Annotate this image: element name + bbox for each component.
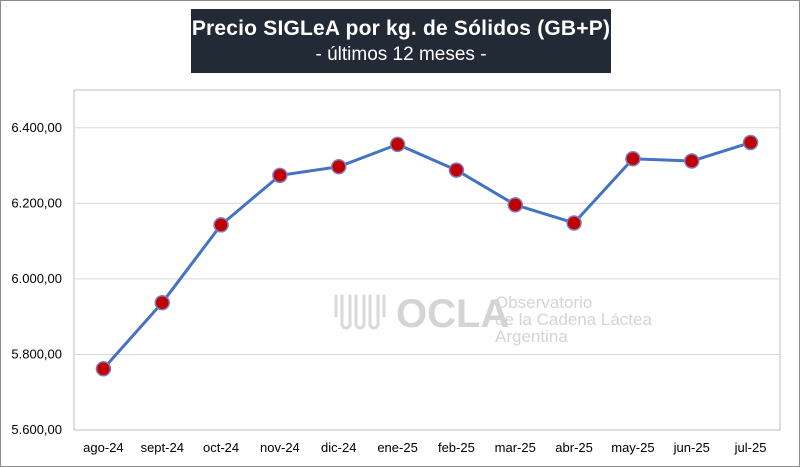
data-point (331, 158, 347, 175)
y-tick-label: 5.600,00 (11, 422, 62, 437)
data-point (742, 134, 759, 151)
watermark-brand: OCLA (396, 292, 509, 336)
y-tick-label: 6.400,00 (11, 120, 62, 135)
x-tick-label: may-25 (611, 440, 654, 455)
data-point (684, 153, 700, 169)
data-point (507, 197, 523, 213)
x-tick-label: jun-25 (673, 440, 710, 455)
data-point (389, 136, 406, 153)
x-tick-label: mar-25 (495, 440, 536, 455)
data-point (625, 151, 641, 167)
x-tick-label: abr-25 (555, 440, 593, 455)
y-axis-ticks: 5.600,00 5.800,00 6.000,00 6.200,00 6.400,00 (11, 120, 62, 437)
plot-area (73, 89, 781, 431)
data-point (448, 162, 465, 178)
data-point (213, 217, 229, 233)
y-tick-label: 5.800,00 (11, 346, 62, 361)
x-axis-ticks: ago-24 sept-24 oct-24 nov-24 dic-24 ene-25 feb… (83, 440, 766, 455)
watermark-line1: Observatorio (495, 293, 592, 312)
y-tick-label: 6.200,00 (11, 195, 62, 210)
series-layer (95, 134, 759, 377)
x-tick-label: jul-25 (734, 440, 767, 455)
data-point (566, 215, 582, 231)
data-point (272, 167, 288, 184)
watermark-line2: de la Cadena Láctea (495, 310, 652, 329)
x-tick-label: oct-24 (203, 440, 239, 455)
chart-title-box: Precio SIGLeA por kg. de Sólidos (GB+P) … (191, 9, 611, 73)
x-tick-label: dic-24 (321, 440, 356, 455)
x-tick-label: feb-25 (438, 440, 475, 455)
watermark-line3: Argentina (495, 327, 568, 346)
chart-subtitle: - últimos 12 meses - (315, 44, 487, 65)
y-tick-label: 6.000,00 (11, 271, 62, 286)
grid-lines (74, 127, 780, 355)
series-line (102, 141, 752, 370)
watermark: OCLA Observatorio de la Cadena Láctea Ar… (334, 292, 652, 346)
x-tick-label: ene-25 (377, 440, 417, 455)
ocla-logo-icon (334, 294, 386, 330)
x-tick-label: nov-24 (260, 440, 300, 455)
x-tick-label: sept-24 (141, 440, 184, 455)
data-point (154, 294, 170, 311)
data-point (95, 361, 112, 377)
x-tick-label: ago-24 (83, 440, 123, 455)
chart-title: Precio SIGLeA por kg. de Sólidos (GB+P) (191, 17, 611, 40)
